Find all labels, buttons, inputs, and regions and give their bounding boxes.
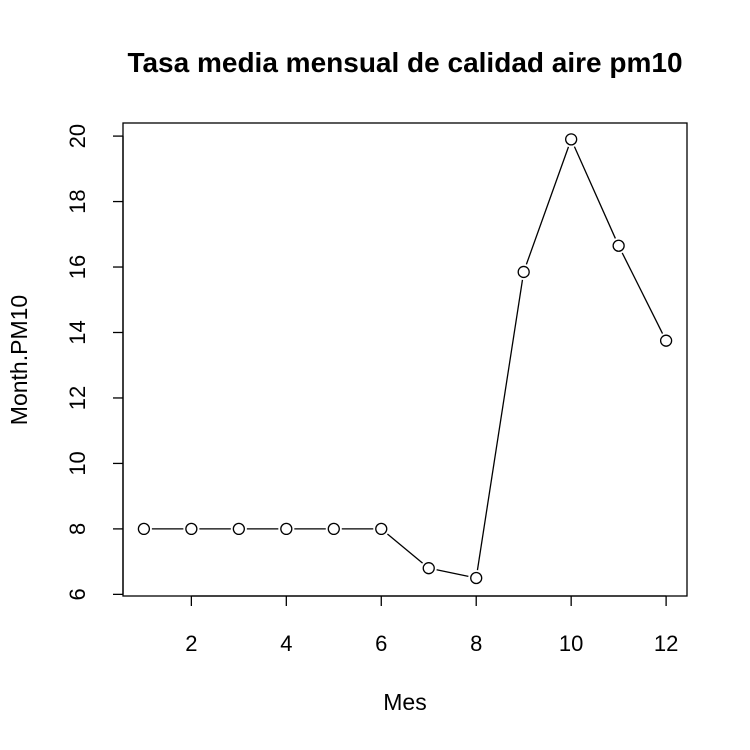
x-axis-label: Mes <box>383 689 426 715</box>
data-point <box>137 522 151 536</box>
x-tick-label: 10 <box>559 631 583 656</box>
y-axis-label: Month.PM10 <box>6 295 32 425</box>
data-point <box>327 522 340 536</box>
x-tick-label: 6 <box>375 631 387 656</box>
series-segment <box>387 533 423 564</box>
y-tick-label: 16 <box>65 255 90 279</box>
data-point <box>517 265 530 279</box>
data-series <box>137 133 673 585</box>
series-segment <box>621 252 664 334</box>
x-tick-label: 4 <box>280 631 292 656</box>
y-tick-label: 14 <box>65 320 90 344</box>
data-point <box>565 133 578 146</box>
data-point <box>232 522 245 536</box>
y-tick-label: 6 <box>65 588 90 600</box>
x-tick-label: 12 <box>654 631 678 656</box>
x-tick-label: 8 <box>470 631 482 656</box>
series-segment <box>436 569 469 578</box>
plot-frame <box>122 122 688 597</box>
series-segment <box>573 146 616 239</box>
data-point <box>185 522 198 536</box>
data-point <box>280 522 293 536</box>
y-tick-label: 18 <box>65 189 90 213</box>
y-tick-label: 12 <box>65 386 90 410</box>
x-tick-label: 2 <box>185 631 197 656</box>
y-tick-label: 20 <box>65 124 90 148</box>
chart-title: Tasa media mensual de calidad aire pm10 <box>127 47 682 78</box>
y-tick-label: 8 <box>65 523 90 535</box>
y-tick-label: 10 <box>65 451 90 475</box>
y-axis: 6 8 10 12 14 16 18 20 <box>65 124 124 600</box>
series-segment <box>525 146 570 265</box>
data-point <box>659 334 673 347</box>
data-point <box>375 522 388 536</box>
series-segment <box>476 279 524 571</box>
data-point <box>612 239 625 252</box>
x-axis: 2 4 6 8 10 12 <box>185 595 678 656</box>
data-point <box>470 571 483 585</box>
data-point <box>422 562 435 575</box>
